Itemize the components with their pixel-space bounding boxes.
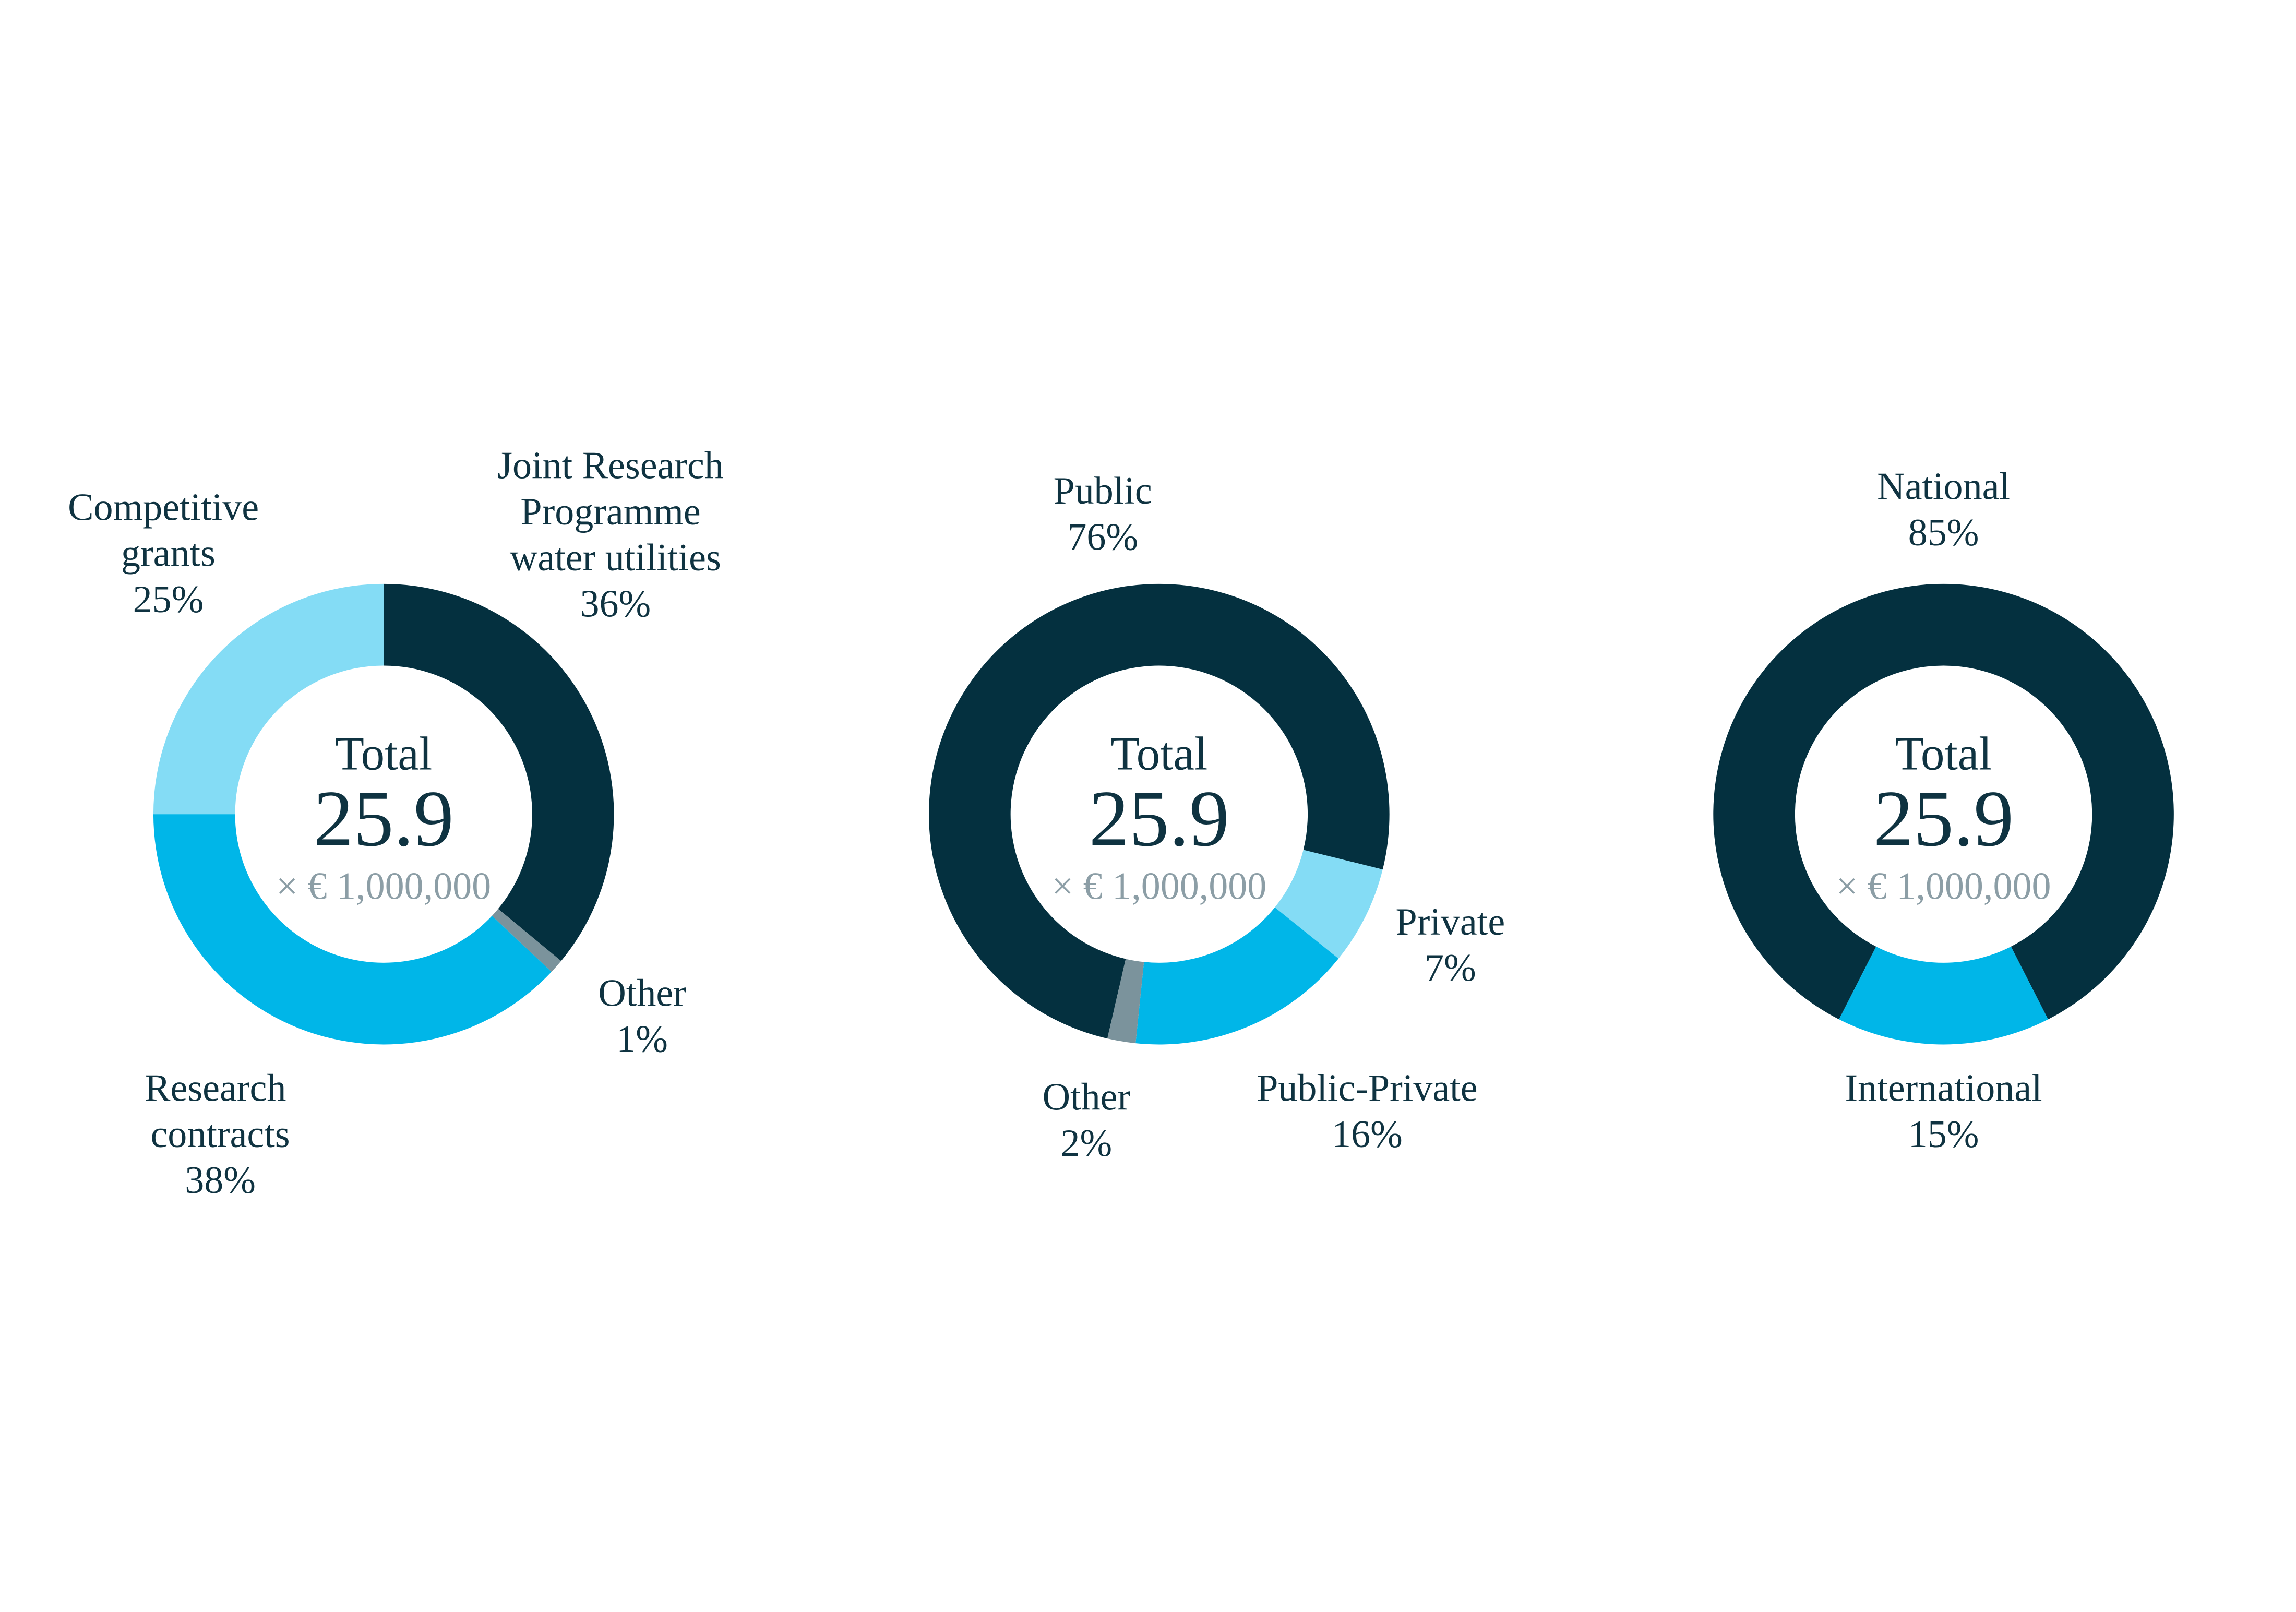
- donut-segment: [153, 583, 384, 815]
- donut-segment: [929, 583, 1390, 1039]
- segment-label: Public: [1054, 470, 1152, 512]
- center-unit: × € 1,000,000: [1836, 865, 2051, 908]
- center-unit: × € 1,000,000: [276, 865, 491, 908]
- donut-segment: [1107, 959, 1144, 1044]
- segment-label: Other: [1043, 1076, 1131, 1119]
- donut-segment: [1275, 850, 1383, 959]
- segment-value-label: 2%: [1061, 1122, 1113, 1165]
- center-label: Total: [1110, 727, 1207, 780]
- segment-label: Research contracts: [145, 1067, 296, 1156]
- segment-value-label: 36%: [580, 583, 651, 626]
- segment-label: Joint Research Programme water utilities: [497, 445, 733, 580]
- donut-segment: [153, 814, 552, 1045]
- segment-label: Private: [1396, 901, 1505, 944]
- segment-value-label: 15%: [1908, 1113, 1979, 1156]
- segment-value-label: 7%: [1425, 947, 1476, 989]
- segment-label: National: [1877, 465, 2010, 508]
- segment-label: Competitive grants: [68, 486, 268, 575]
- center-unit: × € 1,000,000: [1051, 865, 1266, 908]
- center-label: Total: [1895, 727, 1992, 780]
- center-total: 25.9: [314, 774, 454, 863]
- segment-value-label: 16%: [1332, 1113, 1403, 1156]
- donut-segment: [1135, 907, 1339, 1045]
- center-label: Total: [335, 727, 432, 780]
- segment-value-label: 85%: [1908, 511, 1979, 554]
- donut-segment: [492, 909, 561, 972]
- center-total: 25.9: [1089, 774, 1229, 863]
- segment-label: Public-Private: [1257, 1067, 1477, 1110]
- donut-chart: Joint Research Programme water utilities…: [68, 445, 733, 1202]
- donut-segment: [1839, 946, 2048, 1045]
- segment-label: International: [1845, 1067, 2042, 1110]
- segment-value-label: 38%: [185, 1159, 256, 1202]
- donut-segment: [1713, 583, 2174, 1020]
- center-total: 25.9: [1873, 774, 2014, 863]
- segment-value-label: 76%: [1067, 516, 1138, 558]
- donut-segment: [384, 583, 614, 961]
- segment-value-label: 25%: [133, 578, 204, 621]
- segment-value-label: 1%: [616, 1018, 668, 1061]
- segment-label: Other: [598, 972, 686, 1014]
